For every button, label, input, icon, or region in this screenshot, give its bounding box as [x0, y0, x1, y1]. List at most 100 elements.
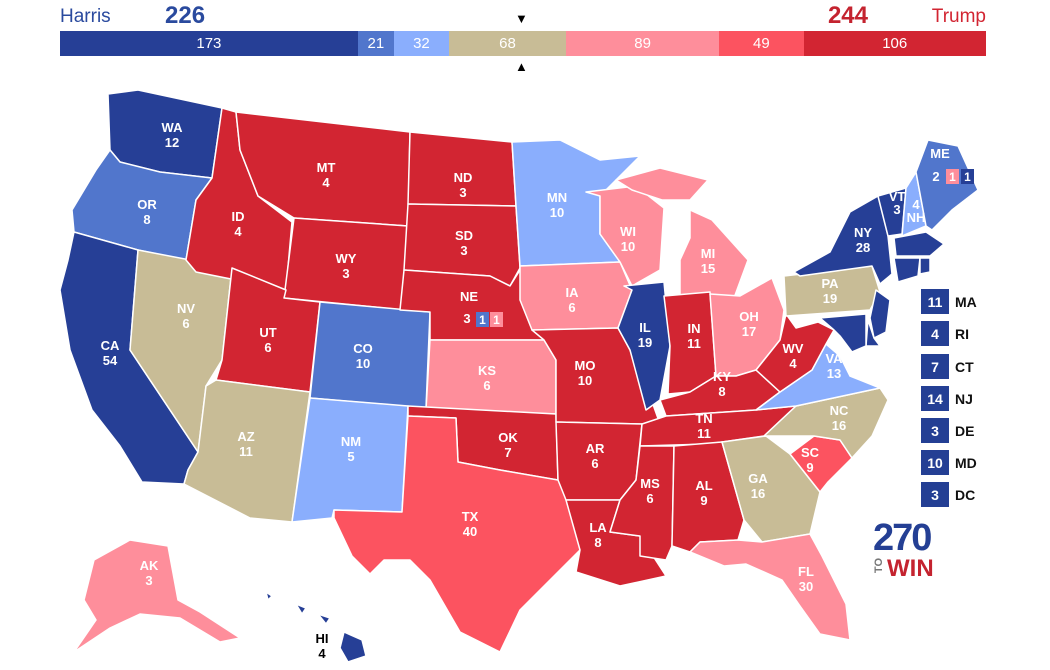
label-SC: SC 9: [801, 445, 820, 475]
harris-name: Harris: [60, 6, 111, 27]
small-state-RI[interactable]: 4 RI: [921, 321, 969, 346]
label-NE-ev: 3: [463, 311, 470, 326]
label-ND: ND 3: [454, 170, 473, 200]
small-state-abbr: DE: [955, 422, 975, 439]
tally-segment: 173: [60, 31, 358, 56]
label-AK: AK 3: [140, 558, 159, 588]
small-state-CT[interactable]: 7 CT: [921, 354, 974, 379]
majority-marker-bottom: ▲: [515, 59, 528, 74]
label-IL: IL 19: [638, 320, 652, 350]
label-AZ: AZ 11: [237, 429, 254, 459]
label-IN: IN 11: [687, 321, 701, 351]
trump-electoral-total: 244: [827, 2, 868, 29]
label-MT: MT 4: [317, 160, 336, 190]
small-state-MD[interactable]: 10 MD: [921, 450, 977, 475]
label-GA: GA 16: [748, 471, 768, 501]
label-FL: FL 30: [798, 564, 814, 594]
ne-district-label-2: 1: [493, 313, 500, 327]
harris-electoral-total: 226: [165, 2, 206, 29]
label-OH: OH 17: [739, 309, 759, 339]
state-labels: WA 12 OR 8 CA 54 NV 6 ID 4 MT 4 WY 3 UT 6 AZ 11 C…: [101, 120, 950, 661]
small-state-NJ[interactable]: 14 NJ: [921, 386, 973, 411]
ne-district-box-2[interactable]: [490, 312, 503, 327]
label-OK: OK 7: [498, 430, 518, 460]
state-AK[interactable]: [73, 539, 241, 653]
label-ME: ME: [930, 146, 950, 161]
trump-name: Trump: [931, 6, 986, 27]
label-TX: TX 40: [462, 509, 479, 539]
label-WA: WA 12: [162, 120, 184, 150]
logo-to: TO: [873, 558, 885, 574]
split-districts: 1 1 1 1: [476, 169, 974, 327]
logo-number: 270: [873, 517, 932, 559]
small-state-abbr: RI: [955, 325, 969, 342]
label-HI: HI 4: [316, 631, 329, 661]
state-ME[interactable]: [915, 139, 979, 231]
label-ME-ev: 2: [932, 169, 939, 184]
label-PA: PA 19: [821, 276, 839, 306]
label-NC: NC 16: [830, 403, 849, 433]
label-NH: 4 NH: [907, 197, 926, 225]
state-GA[interactable]: [721, 435, 821, 543]
label-LA: LA 8: [589, 520, 607, 550]
state-FL[interactable]: [689, 533, 851, 641]
state-WV[interactable]: [755, 313, 835, 393]
state-TN[interactable]: [639, 405, 797, 447]
label-AL: AL 9: [695, 478, 712, 508]
tally-segment: 21: [357, 31, 394, 56]
small-state-ev: 11: [921, 289, 949, 314]
state-MD[interactable]: [819, 313, 867, 353]
state-CT[interactable]: [893, 257, 921, 283]
tally-segment: 89: [566, 31, 720, 56]
state-TX[interactable]: [333, 415, 581, 653]
state-RI[interactable]: [919, 257, 931, 275]
label-OR: OR 8: [137, 197, 157, 227]
label-NV: NV 6: [177, 301, 195, 331]
label-WY: WY 3: [336, 251, 357, 281]
label-MI: MI 15: [701, 246, 715, 276]
small-state-DC[interactable]: 3 DC: [921, 482, 975, 507]
small-state-ev: 3: [921, 482, 949, 507]
small-state-abbr: DC: [955, 486, 976, 503]
label-NY: NY 28: [854, 225, 872, 255]
state-NJ[interactable]: [869, 289, 891, 339]
tally-segment: 32: [393, 31, 449, 56]
tally-segment: 49: [719, 31, 804, 56]
label-ID: ID 4: [232, 209, 245, 239]
state-HI[interactable]: [265, 591, 367, 663]
small-state-ev: 14: [921, 386, 949, 411]
label-WI: WI 10: [620, 224, 636, 254]
small-state-abbr: MA: [955, 293, 977, 310]
label-CA: CA 54: [101, 338, 120, 368]
small-state-abbr: NJ: [955, 390, 973, 407]
label-NE: NE: [460, 289, 478, 304]
label-UT: UT 6: [259, 325, 276, 355]
tally-segment: 68: [448, 31, 566, 56]
electoral-tally-bar: 173 21 32 68 89 49 106: [60, 31, 986, 56]
small-state-ev: 10: [921, 450, 949, 475]
state-NY[interactable]: [793, 195, 893, 285]
small-state-ev: 4: [921, 321, 949, 346]
majority-marker-top: ▼: [515, 11, 528, 26]
small-state-DE[interactable]: 3 DE: [921, 418, 974, 443]
me-district-box-1[interactable]: [946, 169, 959, 184]
tally-segment: 106: [803, 31, 986, 56]
small-state-ev: 7: [921, 354, 949, 379]
label-MS: MS 6: [640, 476, 660, 506]
label-TN: TN 11: [695, 411, 712, 441]
small-state-ev: 3: [921, 418, 949, 443]
small-state-abbr: MD: [955, 454, 977, 471]
label-KS: KS 6: [478, 363, 496, 393]
small-state-MA[interactable]: 11 MA: [921, 289, 977, 314]
ne-district-box-1[interactable]: [476, 312, 489, 327]
label-VT: VT 3: [889, 189, 906, 217]
state-MA[interactable]: [893, 231, 945, 257]
label-CO: CO 10: [353, 341, 373, 371]
me-district-label-1: 1: [949, 170, 956, 184]
logo-win: WIN: [887, 555, 934, 582]
270towin-logo[interactable]: 270 TO WIN: [873, 518, 943, 584]
label-MO: MO 10: [575, 358, 596, 388]
me-district-box-2[interactable]: [961, 169, 974, 184]
label-NM: NM 5: [341, 434, 361, 464]
